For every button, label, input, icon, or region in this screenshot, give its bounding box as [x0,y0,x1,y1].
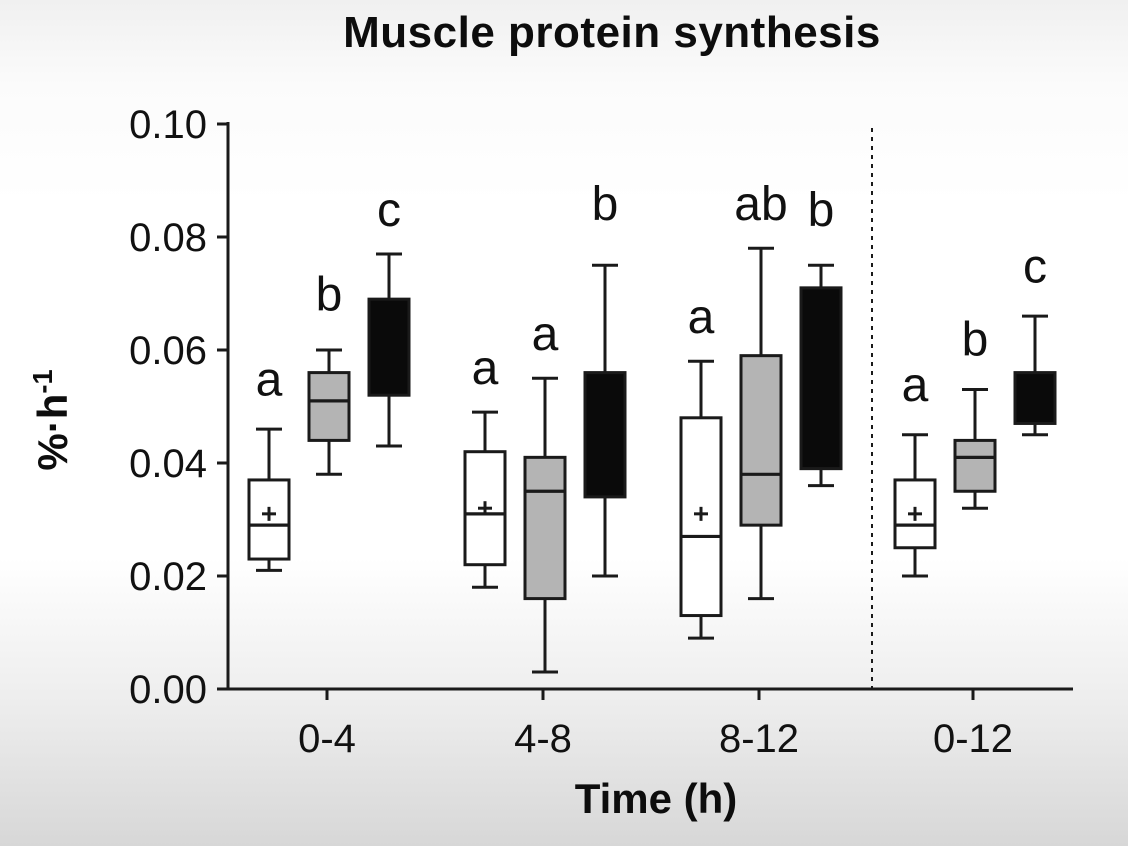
x-tick-label: 4-8 [514,717,572,761]
box-white-0-4 [247,478,291,561]
box-black-4-8 [583,371,627,499]
significance-letter-black-4-8: b [592,178,619,231]
x-tick-label: 0-4 [298,717,356,761]
y-tick-label: 0.00 [129,668,207,712]
box-gray-0-4 [307,371,351,442]
y-tick-label: 0.08 [129,216,207,260]
significance-letter-white-0-4: a [256,353,283,406]
box-gray-4-8 [523,455,567,601]
significance-letter-black-8-12: b [808,184,835,237]
y-tick-label: 0.04 [129,442,207,486]
x-tick-label: 8-12 [719,717,799,761]
box-gray-8-12 [739,354,783,527]
y-tick-label: 0.10 [129,103,207,147]
significance-letter-gray-0-12: b [962,314,989,367]
box-black-0-4 [367,297,411,397]
y-tick-label: 0.06 [129,329,207,373]
box-gray-0-12 [953,438,997,493]
chart-title: Muscle protein synthesis [343,8,881,57]
significance-letter-gray-0-4: b [316,269,343,322]
y-tick-label: 0.02 [129,555,207,599]
significance-letter-gray-4-8: a [532,308,559,361]
significance-letter-white-0-12: a [902,359,929,412]
significance-letter-white-4-8: a [472,342,499,395]
y-axis-label: %·h-1 [27,369,77,470]
box-black-0-12 [1013,371,1057,425]
significance-letter-black-0-4: c [377,184,401,237]
y-axis-label-exponent: -1 [27,369,58,394]
significance-letter-gray-8-12: ab [734,178,787,231]
significance-letter-white-8-12: a [688,291,715,344]
significance-letter-black-0-12: c [1023,240,1047,293]
box-black-8-12 [799,286,843,471]
x-tick-label: 0-12 [933,717,1013,761]
x-axis-label: Time (h) [574,775,738,822]
y-axis-label-base: %·h [29,393,76,471]
